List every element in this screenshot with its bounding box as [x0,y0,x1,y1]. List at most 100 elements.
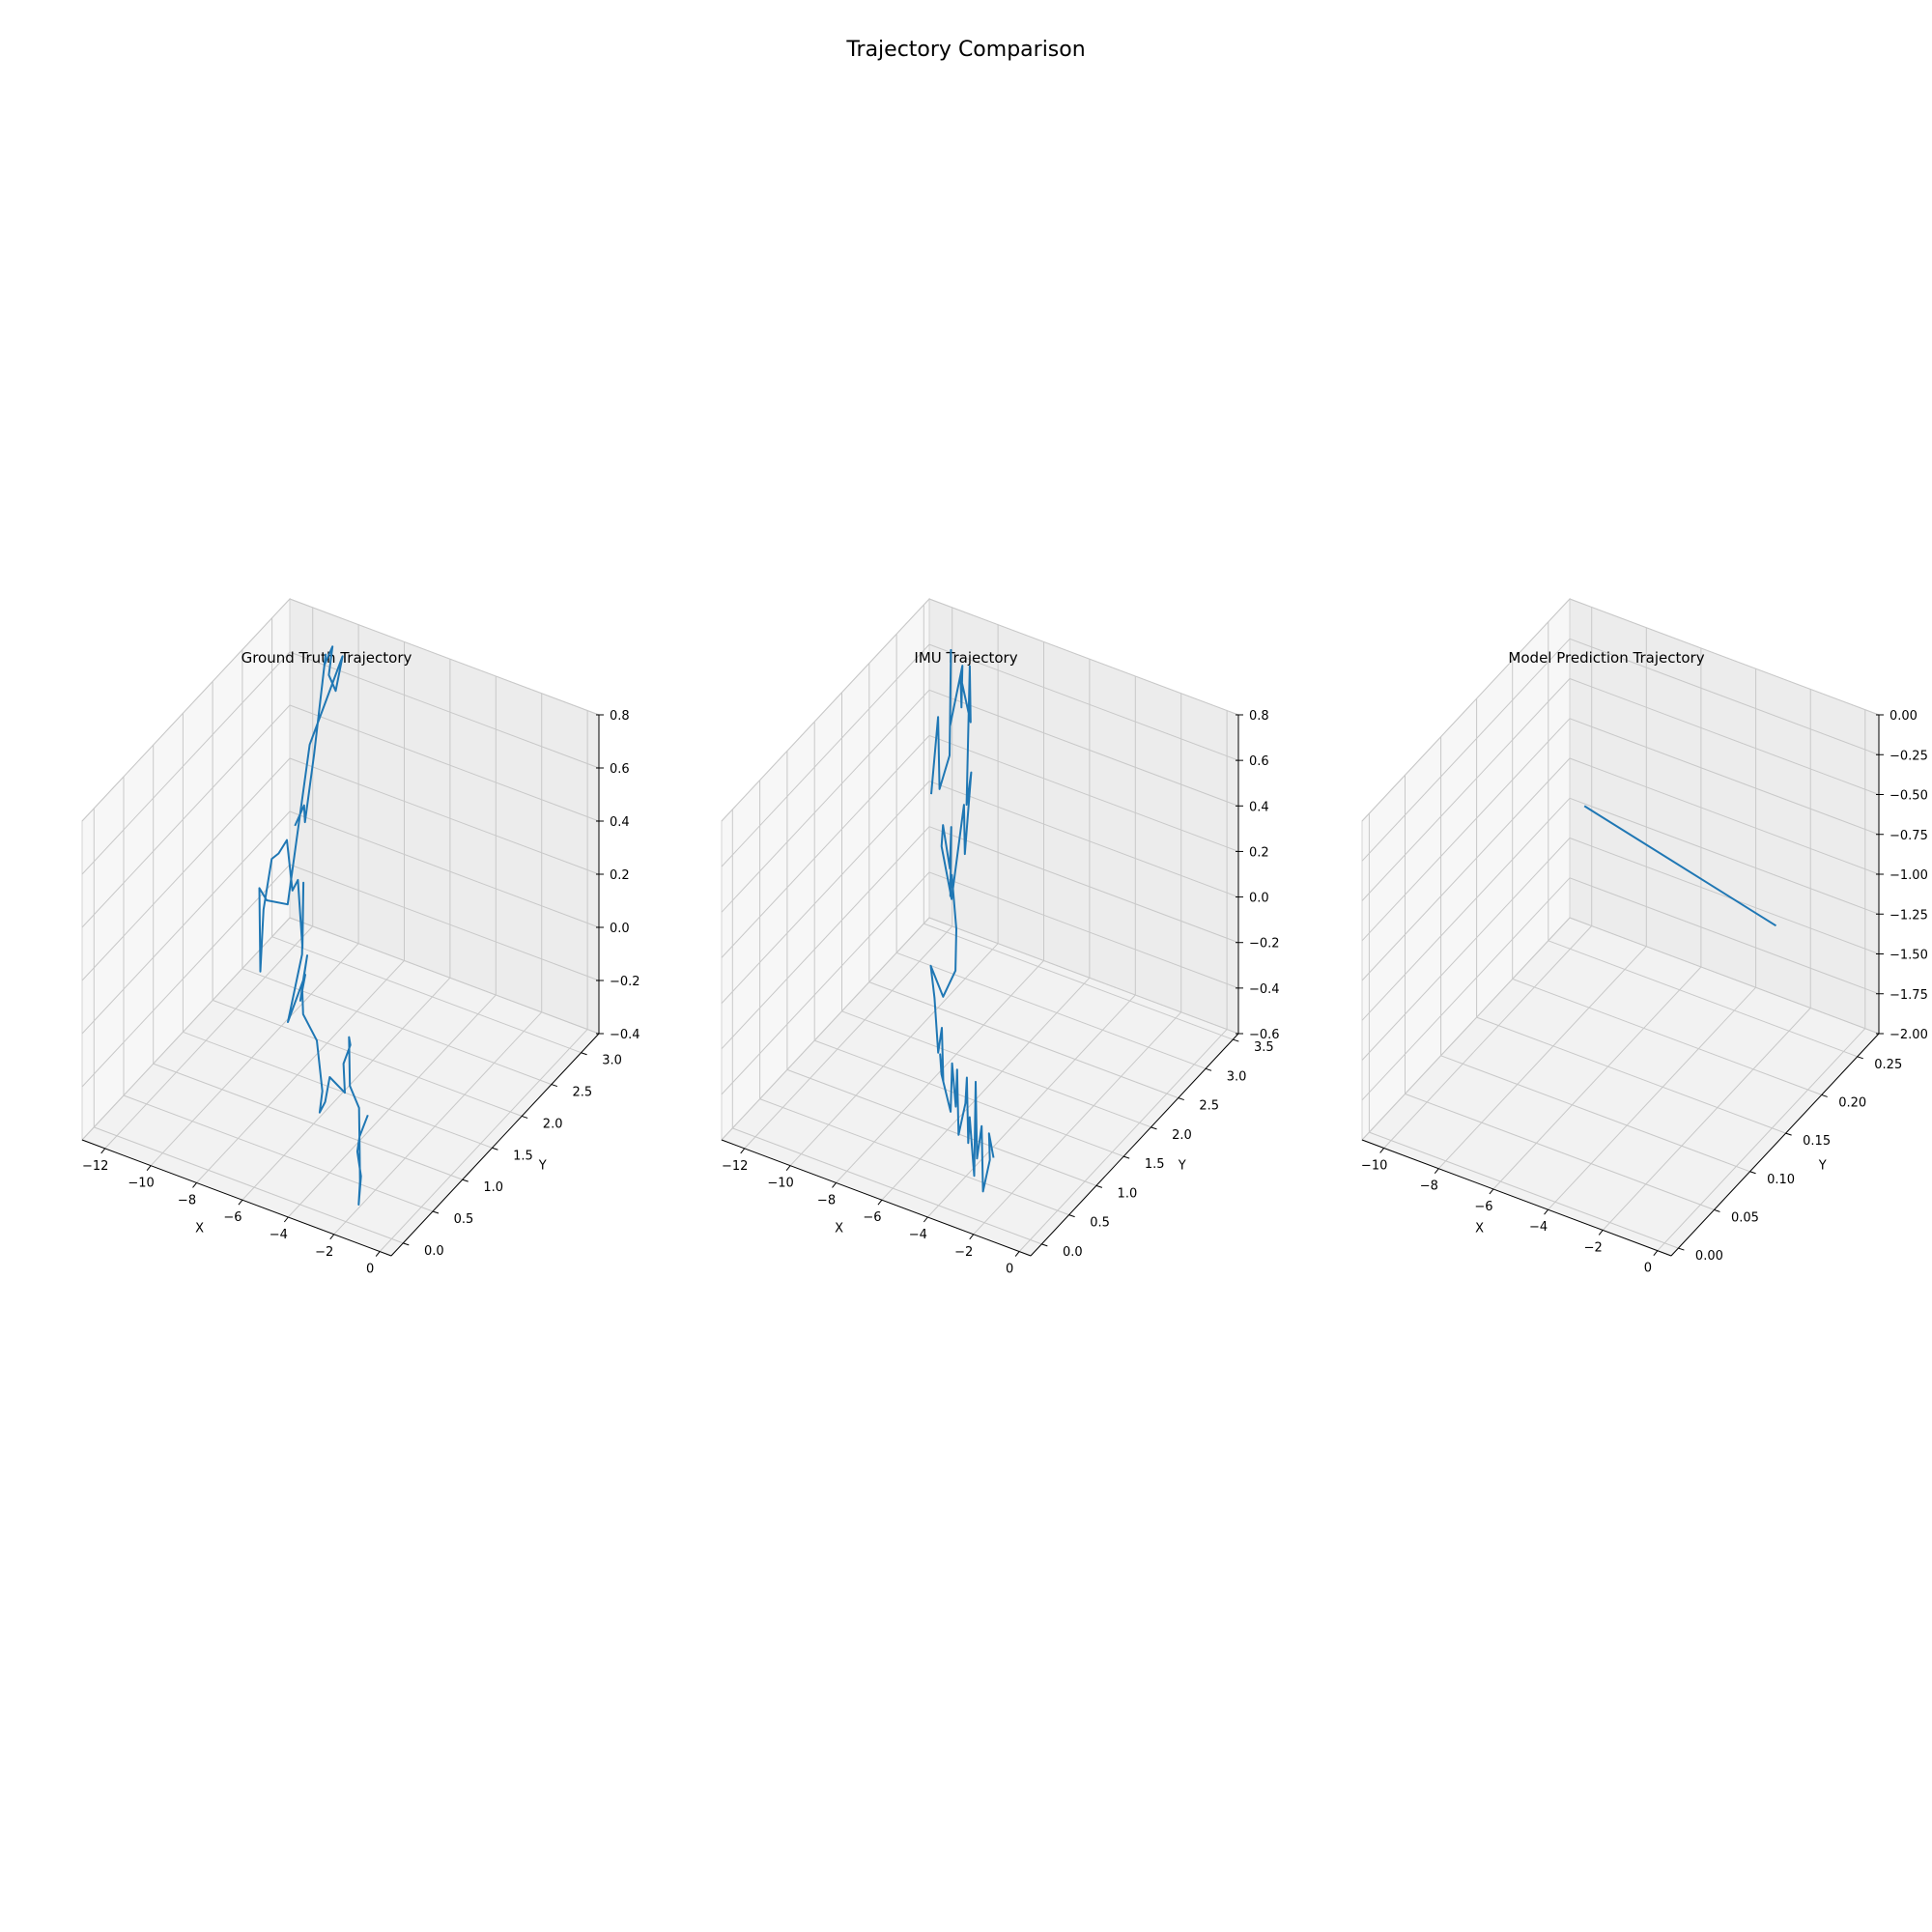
x-tick [1489,1188,1494,1195]
x-tick-label: −6 [863,1210,881,1225]
z-gridline [81,810,600,1035]
z-gridline [721,598,1239,822]
y-tick [1041,1243,1048,1247]
z-tick-label: −0.4 [1249,982,1280,997]
z-tick-label: 0.6 [610,762,630,777]
y-tick-label: 0.25 [1874,1058,1902,1072]
z-tick-label: −0.75 [1889,829,1928,843]
z-gridline [1361,757,1880,981]
y-tick [462,1179,469,1182]
y-tick [1749,1171,1756,1175]
y-tick [1785,1132,1792,1136]
x-tick-label: −2 [315,1245,333,1260]
z-tick-label: 0.6 [1249,754,1269,769]
z-gridline [81,757,600,981]
x-tick-label: −8 [817,1193,836,1208]
trajectory-line [258,645,369,1206]
x-tick-label: −8 [1420,1179,1438,1194]
x-tick [375,1251,381,1257]
y-tick-label: 1.5 [513,1149,533,1163]
y-tick-label: 0.10 [1767,1173,1795,1187]
z-gridline [81,598,600,822]
y-tick [1678,1247,1685,1251]
figure-title: Trajectory Comparison [845,38,1085,62]
z-tick-label: 0.00 [1889,709,1918,724]
x-tick [192,1182,197,1188]
subplot-2: −12−10−8−6−4−200.00.51.01.52.02.53.03.5−… [721,597,1280,1277]
x-tick-label: −2 [954,1245,973,1260]
x-tick-label: −6 [223,1210,242,1225]
y-tick [551,1084,558,1088]
y-axis-label: Y [1178,1159,1186,1174]
z-gridline [1361,797,1880,1021]
subplot-title: IMU Trajectory [914,649,1017,667]
z-gridline [1361,917,1880,1141]
x-axis-label: X [835,1222,843,1236]
x-tick [740,1148,746,1154]
y-tick [1123,1155,1130,1159]
z-tick-label: −0.2 [1249,937,1280,952]
x-tick-label: 0 [366,1263,374,1277]
y-tick [1178,1097,1184,1101]
y-tick-label: 0.05 [1731,1210,1759,1225]
z-tick-label: −0.6 [1249,1028,1280,1042]
z-gridline [721,689,1239,913]
z-gridline [721,781,1239,1004]
x-tick [1379,1148,1385,1153]
x-tick [877,1199,883,1206]
z-gridline [721,917,1239,1141]
x-tick-label: −12 [722,1159,748,1174]
x-axis-label: X [195,1222,204,1236]
trajectory-line [1583,805,1777,927]
y-tick-label: 2.0 [1172,1128,1192,1143]
z-tick-label: 0.8 [1249,709,1269,724]
x-tick [1434,1168,1439,1175]
x-tick [923,1216,928,1223]
y-tick [1205,1067,1212,1071]
z-tick-label: −0.25 [1889,749,1928,763]
x-tick [238,1199,243,1206]
x-axis-label: X [1475,1222,1484,1236]
z-gridline [1361,718,1880,942]
x-tick-label: −6 [1474,1200,1492,1214]
z-gridline [721,734,1239,958]
y-tick [521,1115,528,1119]
y-axis-line [390,1033,600,1257]
z-gridline [81,704,600,928]
y-tick [1095,1184,1103,1188]
trajectory-line [929,648,995,1193]
x-tick [146,1165,152,1171]
y-tick-label: 0.5 [1090,1216,1110,1231]
z-gridline [721,826,1239,1050]
y-tick-label: 3.5 [1254,1040,1274,1055]
z-gridline [1361,837,1880,1061]
y-tick-label: 2.5 [1199,1099,1219,1114]
z-gridline [721,871,1239,1095]
y-tick [403,1242,410,1246]
y-axis-label: Y [1818,1159,1827,1174]
x-tick [1598,1230,1604,1236]
y-tick [1233,1038,1239,1042]
x-tick [329,1234,335,1240]
z-tick-label: 0.0 [610,922,630,936]
z-gridline [721,643,1239,867]
grid-lines [721,598,1239,1252]
plots: −12 −10 −8 −6 −4 −2 0 0.0 0.5 1.0 1.5 2.0 2.5 3.0 −0.4… [81,597,1928,1277]
z-gridline [1361,877,1880,1101]
y-tick-label: 3.0 [602,1054,622,1068]
x-tick [283,1216,289,1223]
x-tick-label: −4 [909,1228,927,1242]
x-tick-label: −10 [128,1177,154,1191]
z-tick-label: −0.50 [1889,789,1928,804]
x-tick [1014,1251,1020,1257]
y-tick-label: 0.0 [424,1244,444,1259]
y-tick-label: 0.00 [1695,1249,1723,1264]
y-tick [1151,1126,1157,1130]
x-axis-line [1361,1139,1672,1257]
y-tick-label: 1.0 [483,1180,503,1195]
x-tick-label: 0 [1644,1262,1652,1276]
y-tick-label: 0.15 [1803,1134,1831,1149]
y-axis-label: Y [538,1159,547,1174]
z-tick-label: −1.25 [1889,908,1928,923]
